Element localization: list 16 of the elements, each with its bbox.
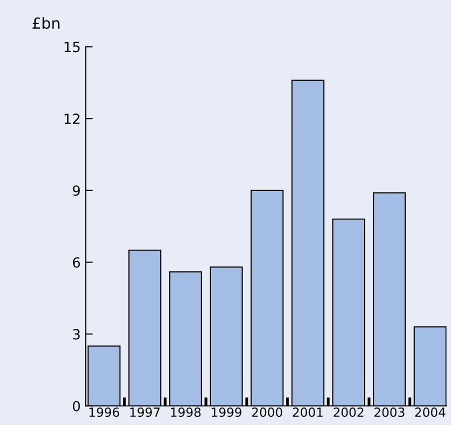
y-axis-title: £bn <box>32 17 60 29</box>
x-tick-label: 2001 <box>292 407 323 417</box>
y-tick-label: 12 <box>64 114 80 124</box>
x-tick-label: 1999 <box>212 407 242 417</box>
x-tick-label: 1996 <box>90 407 120 417</box>
y-tick-label: 6 <box>72 257 80 268</box>
y-tick-label: 0 <box>72 400 80 412</box>
x-tick-label: 1997 <box>130 407 160 417</box>
y-tick-label: 3 <box>73 329 80 340</box>
y-tick-label: 9 <box>72 185 80 196</box>
x-tick-label: 1998 <box>171 407 201 417</box>
y-tick-label: 15 <box>64 42 80 52</box>
x-tick-label: 2002 <box>334 407 364 417</box>
x-tick-label: 2003 <box>374 407 404 417</box>
x-tick-label: 2004 <box>415 407 446 417</box>
x-tick-label: 2000 <box>252 407 282 417</box>
